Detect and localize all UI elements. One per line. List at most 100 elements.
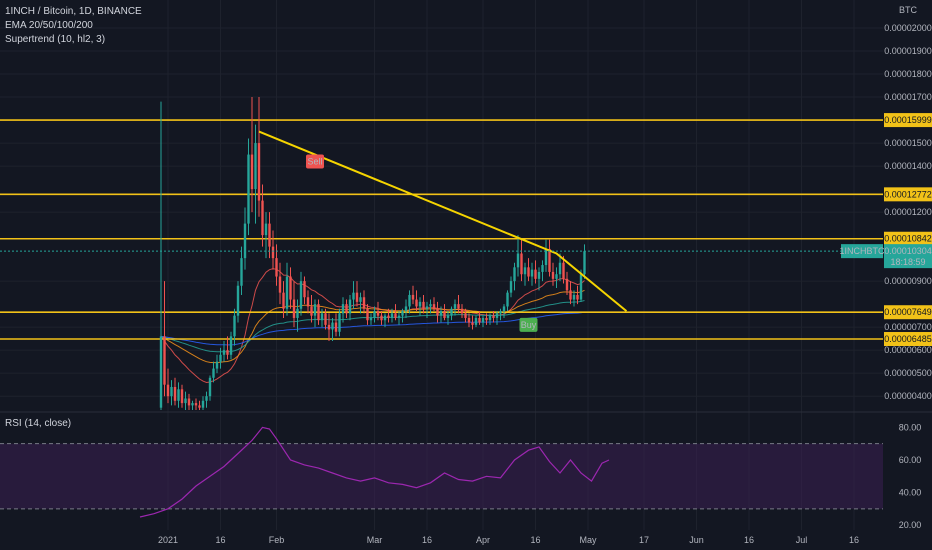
candle-body [450,308,453,316]
price-tick-label: 0.00001400 [884,161,932,171]
candle-body [537,271,541,279]
candle-body [548,248,551,272]
price-tick-label: 0.00001900 [884,46,932,56]
ema-50-line [160,289,585,364]
sell-signal-badge[interactable] [306,154,324,169]
ema-20-line [160,268,585,384]
candle-body [467,317,471,323]
candle-body [352,292,355,300]
candle-body [481,317,485,323]
price-tick-label: 0.00000600 [884,345,932,355]
candle-body [331,322,334,330]
level-tag-label: 0.00010842 [884,234,932,244]
time-tick-label: May [579,535,597,545]
candle-body [303,281,306,298]
candle-body [516,253,520,268]
time-tick-label: 16 [422,535,432,545]
candle-body [201,400,205,408]
candle-body [334,322,338,332]
candle-body [443,311,446,318]
current-price-label: 0.00010304 [884,246,932,256]
candle-body [317,304,320,321]
rsi-tick-label: 20.00 [899,520,922,530]
candle-body [313,304,317,316]
candle-body [177,389,180,401]
supertrend-legend[interactable]: Supertrend (10, hl2, 3) [5,34,106,45]
candle-body [390,313,394,318]
buy-signal-badge[interactable] [519,317,538,332]
rsi-band-fill [0,443,883,509]
price-tick-label: 0.00002000 [884,23,932,33]
level-tag-label: 0.00006485 [884,334,932,344]
buy-signal-label: Buy [521,320,537,330]
candle-body [401,311,404,316]
candle-body [369,317,373,321]
candle-body [194,403,198,406]
current-price-tag[interactable] [884,244,932,269]
candle-body [436,308,439,316]
candle-body [226,350,229,355]
horizontal-levels[interactable]: 0.00015999 0.00012772 0.00010842 0.00007649… [0,113,932,347]
rsi-pane[interactable]: 80.00 60.00 40.00 20.00 [0,422,921,530]
price-tick-label: 0.00000900 [884,276,932,286]
time-tick-label: Jul [796,535,808,545]
level-tag [884,332,932,347]
candle-body [327,324,331,330]
candle-body [208,377,212,397]
price-tick-label: 0.00001700 [884,92,932,102]
candle-body [341,304,345,314]
candle-body [236,285,240,316]
candle-body [534,269,537,279]
time-tick-label: 16 [530,535,540,545]
candle-body [446,315,450,318]
rsi-line[interactable] [139,426,610,518]
candle-body [338,313,341,332]
candle-body [380,315,383,321]
candle-body [180,389,184,404]
candle-body [383,315,387,321]
level-tag-label: 0.00007649 [884,307,932,317]
candles-layer [159,97,586,410]
candle-body [264,223,268,236]
candle-body [324,313,327,325]
ema-legend[interactable]: EMA 20/50/100/200 [5,20,93,31]
symbol-badge[interactable] [841,244,883,259]
candle-body [173,386,177,401]
candle-body [362,297,366,309]
candle-body [541,265,544,272]
candle-body [359,297,362,302]
candle-body [159,336,163,408]
candle-body [271,246,275,259]
candle-body [583,251,586,275]
candle-body [187,398,191,406]
rsi-legend[interactable]: RSI (14, close) [5,418,72,429]
candle-body [555,274,558,279]
candle-body [387,315,390,318]
candle-body [282,292,285,309]
candle-body [425,306,429,309]
price-tick-label: 0.00001200 [884,207,932,217]
countdown-label: 18:18:59 [890,257,925,267]
candle-body [205,396,208,401]
candle-body [464,313,467,318]
level-tag [884,113,932,128]
candle-body [565,278,569,291]
candle-body [513,267,516,282]
candle-body [422,301,425,309]
candle-body [572,294,576,300]
candle-body [299,281,303,309]
symbol-legend[interactable]: 1INCH / Bitcoin, 1D, BINANCE [5,6,142,17]
candle-body [415,299,418,307]
candle-body [411,294,415,300]
rsi-tick-label: 60.00 [899,455,922,465]
candle-body [296,308,299,318]
candle-body [523,267,527,275]
candle-body [247,154,250,224]
currency-label: BTC [899,5,918,15]
candle-body [345,304,348,314]
descending-trendline[interactable] [258,130,628,312]
candle-body [492,315,495,318]
time-tick-label: 2021 [158,535,178,545]
